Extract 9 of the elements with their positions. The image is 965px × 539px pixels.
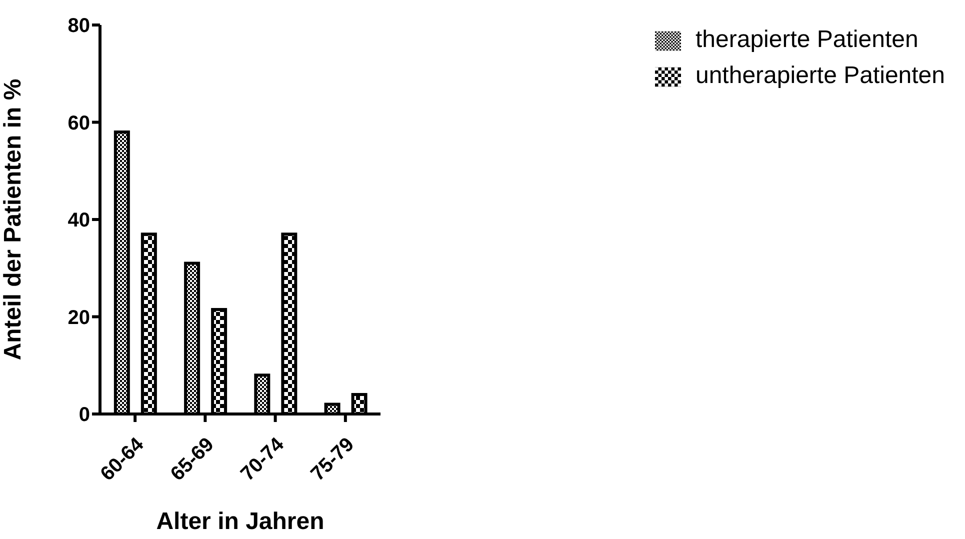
y-tick-label: 40 <box>68 210 90 232</box>
y-tick-label: 80 <box>68 15 90 38</box>
y-tick-label: 20 <box>68 306 90 329</box>
y-axis-title: Anteil der Patienten in % <box>0 78 27 360</box>
x-axis-title: Alter in Jahren <box>156 508 324 535</box>
y-tick-label: 60 <box>68 112 90 134</box>
legend-label: untherapierte Patienten <box>695 62 945 89</box>
y-tick-label: 0 <box>78 404 90 426</box>
legend-label: therapierte Patienten <box>695 26 918 53</box>
